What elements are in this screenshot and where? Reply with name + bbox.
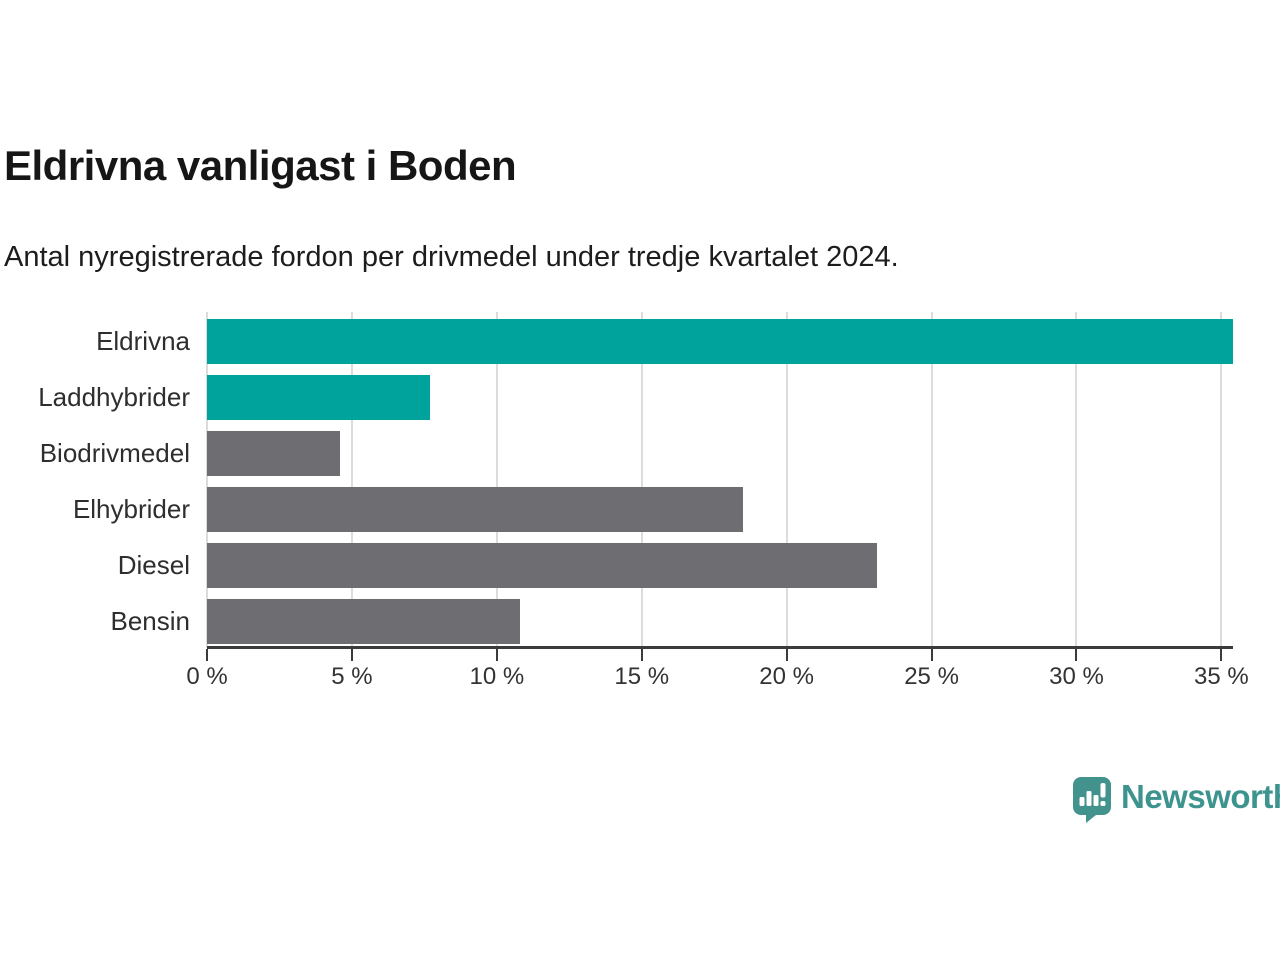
x-axis-tick-label: 0 % (186, 663, 228, 690)
bar-diesel (207, 543, 877, 588)
bar-row: Elhybrider (73, 487, 1233, 532)
chart-title: Eldrivna vanligast i Boden (4, 142, 517, 189)
x-axis-tick-label: 5 % (331, 663, 373, 690)
bar-elhybrider (207, 487, 744, 532)
newsworthy-speech-bubble-chart-icon (1073, 777, 1111, 823)
bar-laddhybrider (207, 375, 431, 420)
gridline (1220, 312, 1223, 648)
x-axis-tick (640, 649, 643, 661)
bar-row: Diesel (118, 543, 1233, 588)
x-axis-tick-label: 20 % (759, 663, 815, 690)
gridline (350, 312, 353, 648)
category-label: Eldrivna (96, 326, 190, 356)
newsworthy-logo: Newsworthy (1072, 776, 1280, 823)
category-label: Laddhybrider (38, 382, 190, 412)
gridline (640, 312, 643, 648)
category-label: Bensin (110, 606, 191, 636)
category-label: Biodrivmedel (39, 438, 190, 468)
category-label: Elhybrider (72, 494, 190, 524)
plot-area: Eldrivna Laddhybrider Biodrivmedel Elhybrid… (38, 312, 1233, 648)
x-axis-tick (495, 649, 498, 661)
x-axis-tick (930, 649, 933, 661)
category-label: Diesel (117, 550, 190, 580)
x-axis-tick-label: 30 % (1049, 663, 1104, 690)
x-axis-tick (1075, 649, 1078, 661)
gridline (206, 312, 208, 648)
bar-biodrivmedel (207, 431, 341, 476)
x-axis-line (207, 646, 1233, 649)
gridline (930, 312, 933, 648)
x-axis-tick (785, 649, 788, 661)
gridline (1075, 312, 1078, 648)
bar-row: Laddhybrider (38, 375, 1233, 420)
gridline (495, 312, 498, 648)
gridline (785, 312, 788, 648)
x-axis-tick-label: 10 % (469, 663, 525, 690)
chart-subtitle: Antal nyregistrerade fordon per drivmede… (4, 241, 899, 273)
bar-row: Biodrivmedel (40, 431, 1233, 476)
bar-bensin (207, 599, 521, 644)
x-axis-tick (206, 649, 208, 661)
bar-row: Bensin (111, 599, 1233, 644)
x-axis-tick-label: 25 % (904, 663, 959, 690)
x-axis-tick (1220, 649, 1223, 661)
newsworthy-wordmark: Newsworthy (1121, 777, 1280, 815)
x-axis: 0 % 5 % 10 % 15 % 20 % 25 % 30 % 35 % (186, 649, 1249, 699)
x-axis-tick (350, 649, 353, 661)
x-axis-tick-label: 15 % (614, 663, 670, 690)
x-axis-tick-label: 35 % (1194, 663, 1249, 690)
bar-eldrivna (207, 319, 1233, 364)
bar-row: Eldrivna (96, 319, 1233, 364)
